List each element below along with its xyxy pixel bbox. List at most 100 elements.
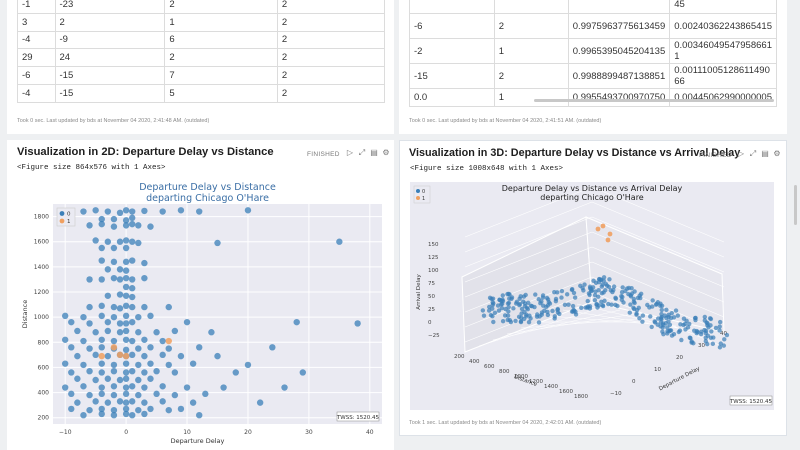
data-point: [122, 283, 130, 291]
data-point: [650, 298, 655, 303]
expand-icon[interactable]: ⤢: [749, 149, 757, 158]
data-point: [196, 412, 203, 419]
table-cell: -15: [54, 66, 166, 85]
data-point: [667, 322, 673, 328]
table-cell: 2: [276, 66, 386, 85]
data-point: [122, 312, 130, 320]
y-tick-label: 400: [469, 359, 480, 365]
grid3d: [464, 246, 593, 298]
data-point: [92, 237, 99, 244]
data-point: [98, 215, 105, 223]
data-point: [650, 304, 655, 309]
data-point: [122, 207, 130, 214]
y-tick-label: 1000: [514, 374, 528, 380]
table-icon[interactable]: ▤: [761, 149, 769, 158]
table-cell: -4: [17, 83, 56, 103]
data-point: [98, 257, 105, 264]
y-axis-label: Distance: [21, 300, 29, 328]
table-panel-right: 45 -6 2 0.9975963775613459 0.002403622438654…: [399, 0, 787, 134]
data-point: [129, 220, 136, 228]
x-tick-label: 20: [244, 429, 252, 436]
data-point: [177, 352, 185, 360]
data-point: [116, 276, 124, 283]
data-point: [122, 274, 130, 282]
data-point: [122, 375, 130, 382]
z-axis-label: Arrival Delay: [416, 274, 422, 310]
table-row: -4 -9 6 2: [17, 30, 386, 50]
data-point: [92, 376, 99, 384]
table-cell: 0.00346049547958661 1: [669, 38, 777, 64]
data-point: [713, 325, 719, 331]
data-point: [640, 313, 646, 318]
data-point: [585, 298, 590, 304]
table-cell: -9: [54, 30, 166, 50]
x-axis-label: Departure Delay: [171, 437, 225, 445]
data-point: [98, 360, 105, 367]
data-point: [104, 352, 112, 360]
data-point: [141, 410, 148, 418]
data-point: [500, 318, 506, 324]
data-point: [513, 318, 518, 324]
table-cell: 2: [493, 13, 569, 39]
data-point: [636, 305, 641, 311]
z-tick-label: 0: [428, 320, 432, 326]
data-point: [605, 237, 611, 243]
data-point: [141, 384, 148, 391]
data-point: [98, 312, 105, 320]
data-point: [658, 320, 664, 325]
table-cell: 0.9988899487138851: [567, 63, 671, 89]
table-cell: -6: [409, 13, 495, 39]
data-point: [619, 297, 624, 302]
data-point: [591, 278, 596, 283]
data-point: [122, 369, 130, 376]
viz3d-toolbar: ▷ ⤢ ▤ ⚙: [737, 149, 781, 159]
data-point: [171, 369, 179, 376]
data-point: [177, 405, 185, 413]
data-point: [559, 288, 565, 294]
data-point: [129, 383, 136, 390]
viz2d-toolbar: ▷ ⤢ ▤ ⚙: [346, 148, 390, 158]
gear-icon[interactable]: ⚙: [773, 149, 781, 158]
page-scrollbar[interactable]: [794, 185, 797, 225]
table-cell: 0.9975963775613459: [567, 13, 671, 39]
table-cell: 2: [276, 0, 386, 14]
data-point: [122, 217, 130, 224]
table-horizontal-scrollbar[interactable]: [534, 99, 774, 102]
data-point: [628, 302, 633, 307]
data-point: [135, 406, 142, 414]
data-point: [664, 315, 669, 321]
data-point: [86, 368, 93, 375]
data-point: [676, 329, 682, 335]
data-point: [129, 214, 136, 222]
play-icon[interactable]: ▷: [346, 148, 354, 157]
data-point: [202, 390, 209, 398]
data-point: [669, 310, 674, 316]
data-point: [122, 390, 130, 398]
data-point: [104, 375, 112, 382]
data-point: [579, 305, 584, 310]
data-point: [74, 327, 81, 335]
table-cell: 0.00240362243865415: [669, 13, 777, 39]
data-point: [638, 295, 643, 301]
data-point: [110, 303, 118, 311]
data-point: [232, 369, 239, 376]
viz3d-panel: Visualization in 3D: Departure Delay vs …: [399, 140, 787, 436]
data-point: [165, 345, 172, 352]
data-point: [596, 294, 601, 299]
play-icon[interactable]: ▷: [737, 149, 745, 158]
data-point: [687, 321, 692, 327]
legend-label: 0: [422, 189, 425, 195]
gear-icon[interactable]: ⚙: [382, 148, 390, 157]
table-row: 0.0 1 0.9955493700970750 0.0044506299000000…: [409, 88, 777, 107]
table-icon[interactable]: ▤: [370, 148, 378, 157]
data-point: [129, 351, 136, 359]
data-point: [269, 344, 276, 351]
expand-icon[interactable]: ⤢: [358, 148, 366, 157]
table-cell: 1: [493, 88, 569, 107]
data-point: [603, 287, 608, 293]
data-point: [122, 222, 130, 229]
data-point: [129, 318, 136, 326]
data-point: [491, 319, 496, 325]
data-point: [497, 297, 502, 302]
x-tick-label: 40: [720, 331, 727, 337]
